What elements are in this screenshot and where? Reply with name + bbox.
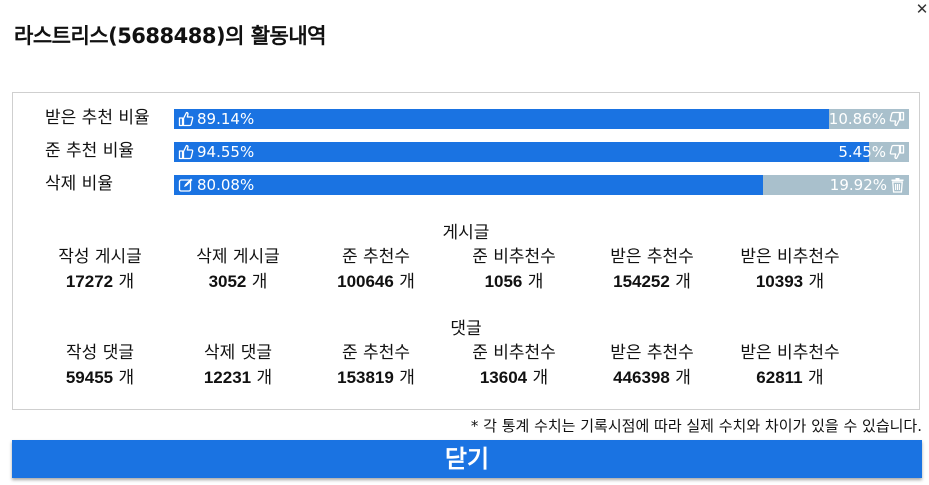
stat-unit: 개 xyxy=(399,272,415,292)
bar-label: 받은 추천 비율 xyxy=(45,108,150,128)
thumbs-up-icon xyxy=(178,111,194,127)
stat-value: 100646 xyxy=(337,272,394,291)
ratio-bar: 80.08% 19.92% xyxy=(174,175,909,195)
stat-label: 받은 비추천수 xyxy=(740,343,840,363)
edit-icon xyxy=(178,177,194,193)
ratio-bar-fill xyxy=(174,175,763,195)
deleted-percent: 19.92% xyxy=(829,176,887,194)
stat-item: 준 추천수 100646 개 xyxy=(307,245,445,295)
trash-icon xyxy=(890,177,905,193)
stat-unit: 개 xyxy=(118,368,135,388)
stat-label: 받은 비추천수 xyxy=(740,247,840,267)
disclaimer-note: * 각 통계 수치는 기록시점에 따라 실제 수치와 차이가 있을 수 있습니다… xyxy=(470,417,922,435)
stat-unit: 개 xyxy=(675,368,691,388)
stat-unit: 개 xyxy=(118,272,135,292)
stat-unit: 개 xyxy=(675,272,691,292)
ratio-bar: 89.14% 10.86% xyxy=(174,109,909,129)
stat-unit: 개 xyxy=(256,368,273,388)
stat-unit: 개 xyxy=(399,368,415,388)
stat-item: 받은 추천수 446398 개 xyxy=(583,341,721,391)
stat-item: 작성 게시글 17272 개 xyxy=(31,245,169,295)
stat-label: 받은 추천수 xyxy=(610,247,694,267)
stat-item: 작성 댓글 59455 개 xyxy=(31,341,169,391)
stat-label: 작성 댓글 xyxy=(66,343,134,363)
bar-label: 삭제 비율 xyxy=(45,174,113,194)
posts-section-title: 게시글 xyxy=(442,223,490,243)
stat-value: 153819 xyxy=(337,368,394,387)
stat-item: 준 비추천수 13604 개 xyxy=(445,341,583,391)
stat-item: 받은 비추천수 10393 개 xyxy=(721,245,859,295)
stat-item: 받은 추천수 154252 개 xyxy=(583,245,721,295)
given-recommend-ratio-row: 준 추천 비율 94.55% 5.45% xyxy=(13,140,919,162)
negative-percent: 5.45% xyxy=(838,143,886,161)
kept-percent: 80.08% xyxy=(197,176,255,194)
stat-value: 1056 xyxy=(484,272,523,291)
stat-label: 준 비추천수 xyxy=(472,247,556,267)
stat-value: 10393 xyxy=(755,272,804,291)
stat-item: 삭제 댓글 12231 개 xyxy=(169,341,307,391)
stat-value: 3052 xyxy=(208,272,247,291)
comments-stats: 작성 댓글 59455 개 삭제 댓글 12231 개 준 추천수 153819… xyxy=(31,341,859,391)
stat-item: 삭제 게시글 3052 개 xyxy=(169,245,307,295)
stat-value: 62811 xyxy=(756,368,803,387)
close-button[interactable]: 닫기 xyxy=(12,440,922,478)
stat-value: 13604 xyxy=(479,368,528,387)
stat-label: 준 추천수 xyxy=(342,247,410,267)
posts-stats: 작성 게시글 17272 개 삭제 게시글 3052 개 준 추천수 10064… xyxy=(31,245,859,295)
stat-label: 삭제 댓글 xyxy=(204,343,272,363)
stat-unit: 개 xyxy=(527,272,544,292)
stat-unit: 개 xyxy=(808,272,825,292)
close-icon[interactable]: ✕ xyxy=(915,0,929,18)
stat-value: 446398 xyxy=(613,368,670,387)
stat-value: 17272 xyxy=(65,272,114,291)
stat-label: 작성 게시글 xyxy=(58,247,142,267)
stat-value: 154252 xyxy=(613,272,670,291)
stat-value: 59455 xyxy=(65,368,114,387)
positive-percent: 94.55% xyxy=(197,143,255,161)
negative-percent: 10.86% xyxy=(828,110,886,128)
delete-ratio-row: 삭제 비율 80.08% 19.92% xyxy=(13,173,919,195)
thumbs-down-icon xyxy=(889,144,905,160)
stat-label: 준 추천수 xyxy=(342,343,410,363)
stat-label: 준 비추천수 xyxy=(472,343,556,363)
stat-unit: 개 xyxy=(532,368,549,388)
thumbs-down-icon xyxy=(889,111,905,127)
ratio-bar: 94.55% 5.45% xyxy=(174,142,909,162)
stats-panel: 받은 추천 비율 89.14% 10.86% 준 추천 비 xyxy=(12,92,920,410)
stat-label: 삭제 게시글 xyxy=(196,247,280,267)
received-recommend-ratio-row: 받은 추천 비율 89.14% 10.86% xyxy=(13,107,919,129)
comments-section-title: 댓글 xyxy=(450,319,482,339)
ratio-bar-fill xyxy=(174,109,830,129)
stat-unit: 개 xyxy=(251,272,268,292)
thumbs-up-icon xyxy=(178,144,194,160)
stat-item: 준 비추천수 1056 개 xyxy=(445,245,583,295)
stat-unit: 개 xyxy=(808,368,824,388)
stat-item: 준 추천수 153819 개 xyxy=(307,341,445,391)
stat-item: 받은 비추천수 62811 개 xyxy=(721,341,859,391)
positive-percent: 89.14% xyxy=(197,110,255,128)
bar-label: 준 추천 비율 xyxy=(45,141,135,161)
stat-label: 받은 추천수 xyxy=(610,343,694,363)
ratio-bar-fill xyxy=(174,142,869,162)
stat-value: 12231 xyxy=(203,368,252,387)
dialog-title: 라스트리스(5688488)의 활동내역 xyxy=(14,24,327,48)
